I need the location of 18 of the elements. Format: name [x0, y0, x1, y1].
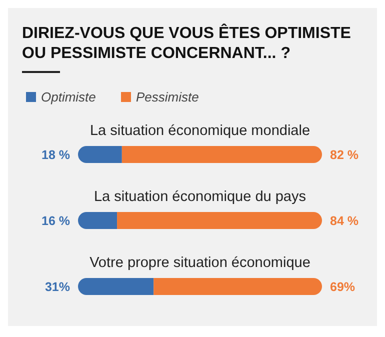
bar — [154, 278, 322, 295]
data-label: 69% — [330, 280, 356, 294]
legend-label: Pessimiste — [136, 90, 199, 104]
legend-label: Optimiste — [41, 90, 96, 104]
chart-title: DIRIEZ-VOUS QUE VOUS ÊTES OPTIMISTE OU PESSIMISTE CONCERNANT... ? — [22, 23, 352, 62]
bar — [78, 278, 154, 295]
data-label: 18 % — [42, 148, 70, 162]
y-tick-label: La situation économique mondiale — [90, 123, 310, 139]
data-label: 84 % — [330, 214, 358, 228]
data-label: 82 % — [330, 148, 358, 162]
bar — [78, 212, 118, 229]
y-tick-label: Votre propre situation économique — [90, 255, 310, 271]
bar — [78, 146, 122, 163]
y-tick-label: La situation économique du pays — [94, 189, 306, 205]
data-label: 31% — [44, 280, 70, 294]
bar — [117, 212, 322, 229]
data-label: 16 % — [42, 214, 70, 228]
bar — [122, 146, 322, 163]
